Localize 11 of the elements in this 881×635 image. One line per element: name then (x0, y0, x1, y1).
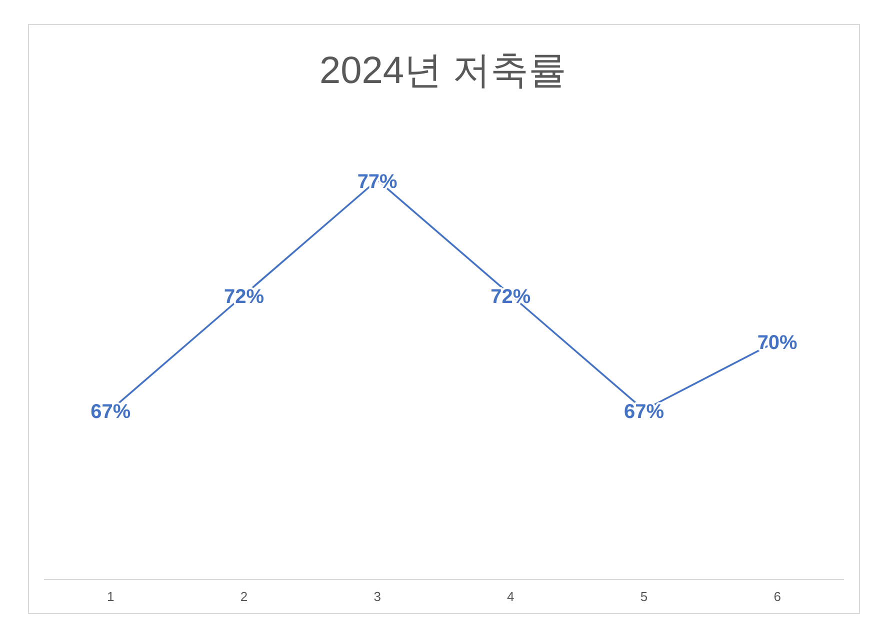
x-tick-label: 6 (774, 589, 781, 604)
chart-title: 2024년 저축률 (319, 50, 567, 92)
x-tick-label: 1 (107, 589, 114, 604)
x-tick-label: 2 (240, 589, 248, 604)
data-label: 67% (90, 401, 131, 423)
data-label: 70% (757, 332, 798, 354)
data-label: 67% (624, 401, 664, 423)
x-tick-label: 4 (507, 589, 514, 604)
data-label: 77% (357, 171, 398, 193)
x-tick-label: 3 (374, 589, 381, 604)
x-tick-label: 5 (640, 589, 648, 604)
